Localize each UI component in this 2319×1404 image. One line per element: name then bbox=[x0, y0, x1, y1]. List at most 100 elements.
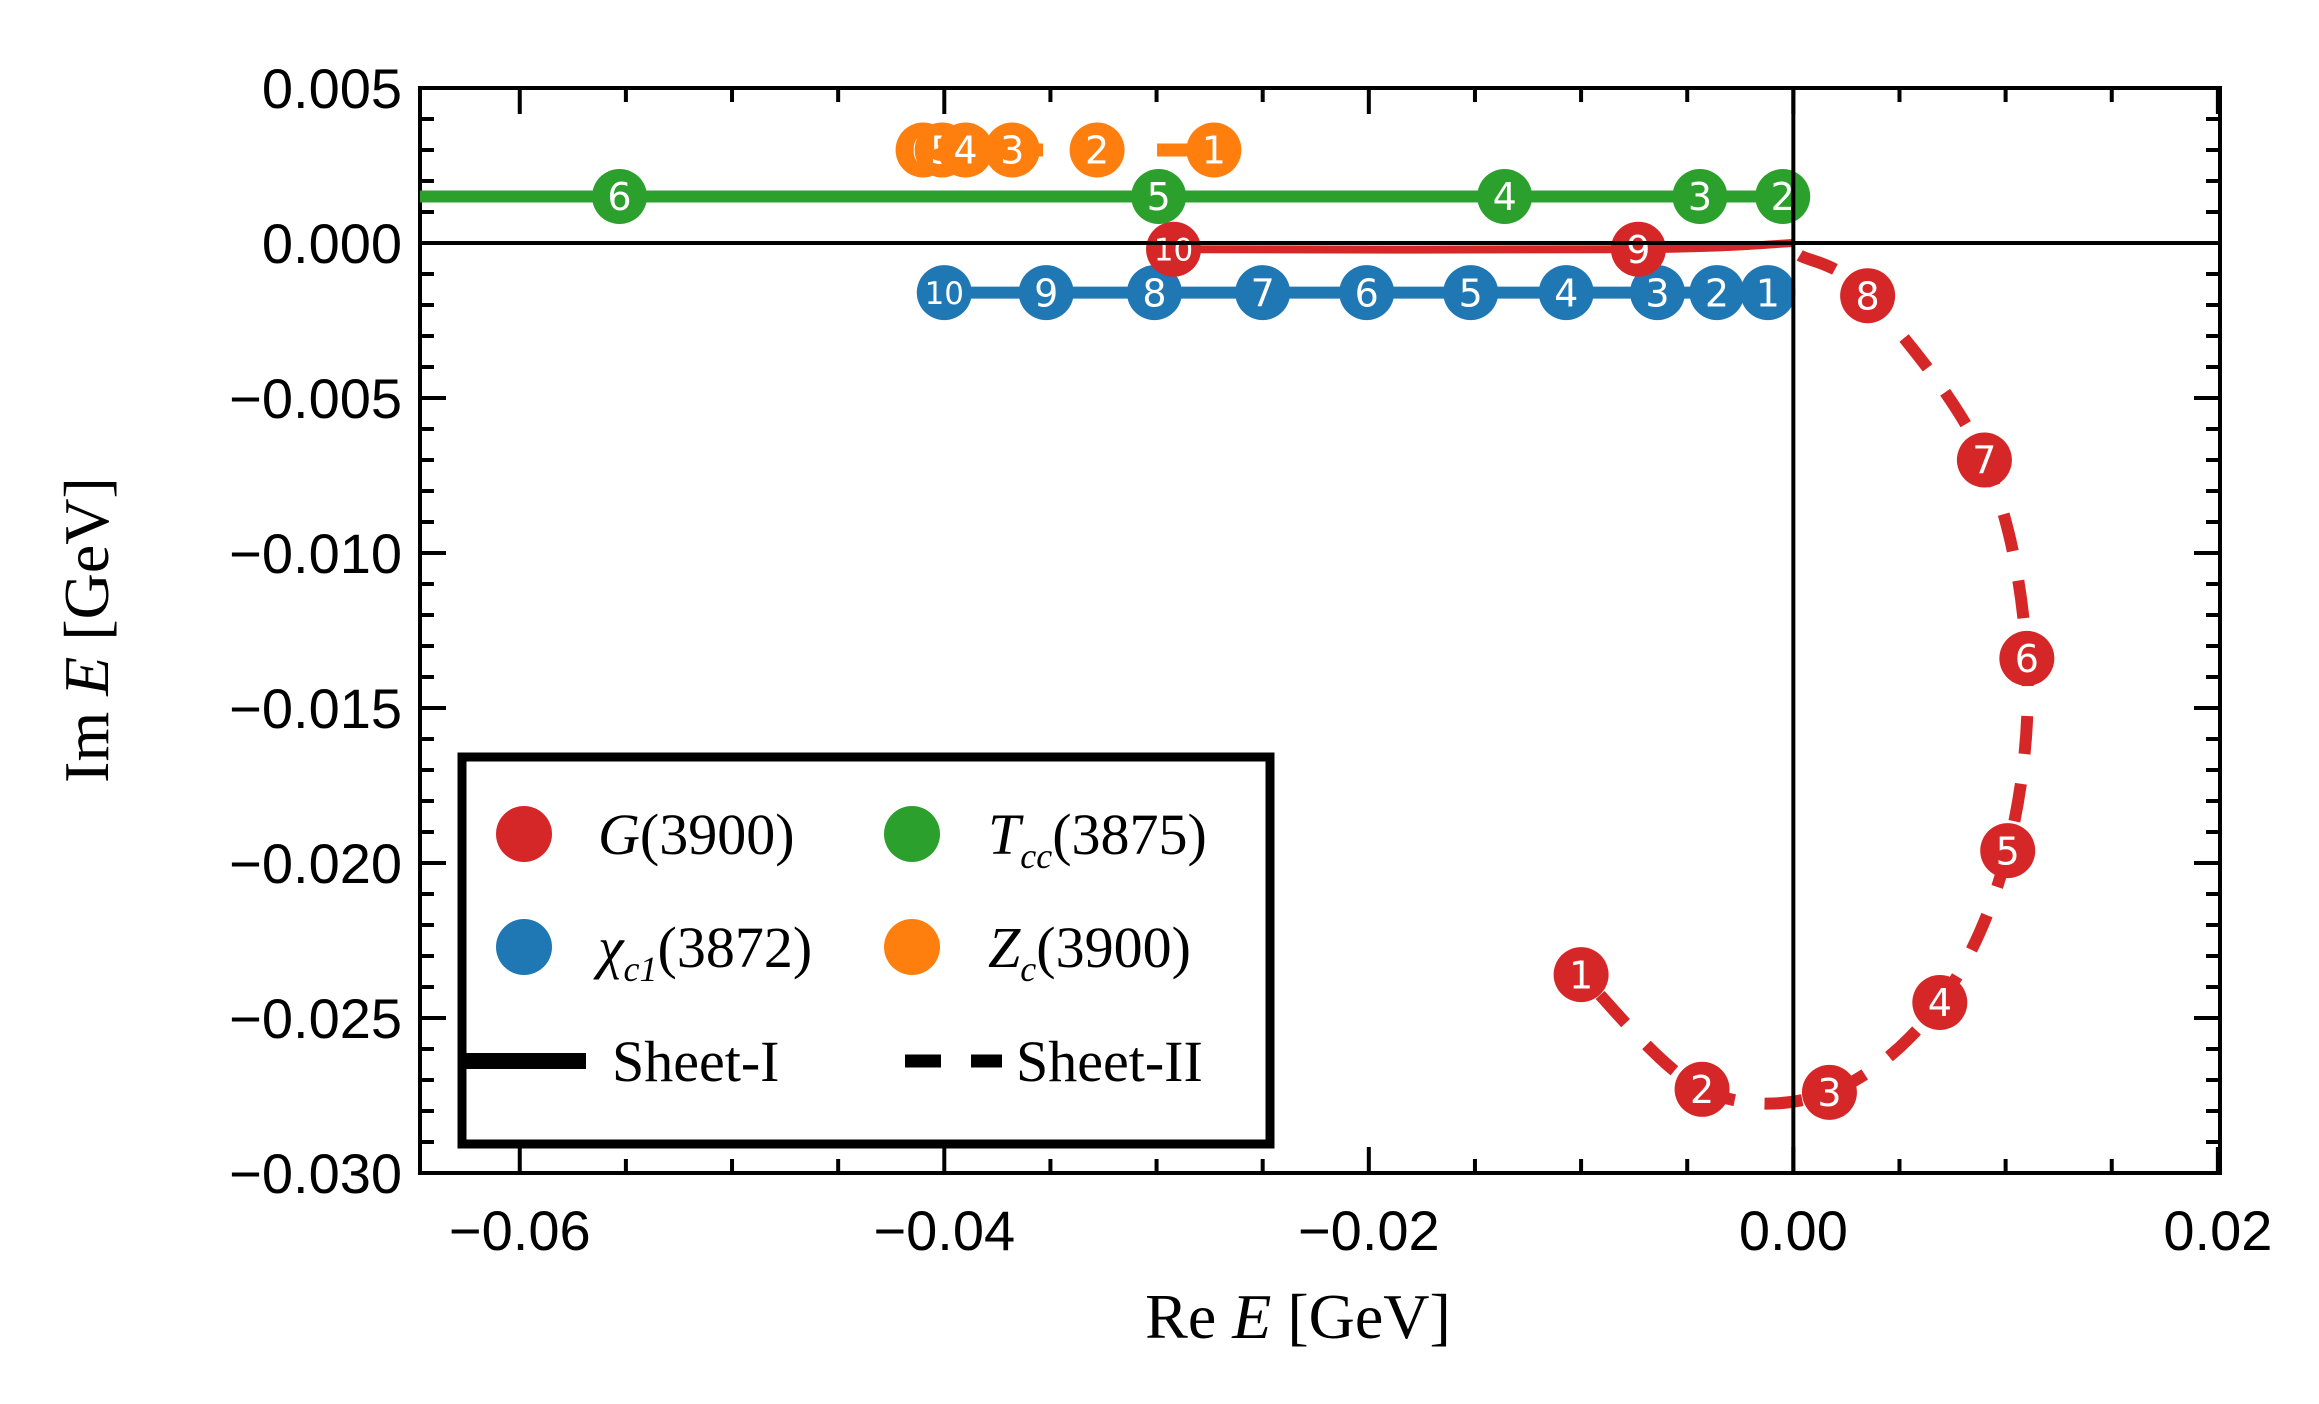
marker-number-g-3900-8: 8 bbox=[1856, 274, 1880, 318]
marker-number-g-3900-6: 6 bbox=[2015, 637, 2039, 681]
legend-box bbox=[457, 752, 1275, 1149]
legend-entry-chi-c1-3872: χc1(3872) bbox=[496, 915, 812, 989]
marker-t-cc-3875-5 bbox=[1131, 169, 1187, 224]
marker-number-z-c-3900-4: 4 bbox=[953, 129, 977, 173]
marker-number-g-3900-9: 9 bbox=[1626, 228, 1650, 272]
marker-number-g-3900-1: 1 bbox=[1569, 953, 1593, 997]
legend-label: Sheet-I bbox=[612, 1029, 780, 1094]
marker-number-t-cc-3875-4: 4 bbox=[1493, 175, 1517, 219]
marker-chi-c1-3872-7 bbox=[1235, 265, 1291, 321]
x-tick-label: −0.04 bbox=[873, 1199, 1015, 1262]
legend-entry-z-c-3900: Zc(3900) bbox=[884, 915, 1191, 989]
marker-g-3900-7 bbox=[1956, 432, 2012, 488]
legend-label: G(3900) bbox=[598, 802, 795, 867]
marker-chi-c1-3872-5 bbox=[1443, 265, 1499, 321]
legend-label: Zc(3900) bbox=[988, 915, 1191, 989]
y-tick-label: −0.010 bbox=[229, 522, 402, 585]
marker-number-chi-c1-3872-8: 8 bbox=[1142, 271, 1166, 315]
series-t-cc-3875: 6 5 4 3 2 bbox=[420, 169, 1811, 224]
marker-number-chi-c1-3872-3: 3 bbox=[1645, 271, 1669, 315]
marker-number-chi-c1-3872-6: 6 bbox=[1355, 271, 1379, 315]
marker-g-3900-6 bbox=[1999, 630, 2055, 686]
marker-chi-c1-3872-9 bbox=[1018, 265, 1074, 321]
y-tick-label: −0.030 bbox=[229, 1142, 402, 1205]
legend-entry-sheet-ii: Sheet-II bbox=[905, 1029, 1203, 1094]
marker-number-g-3900-5: 5 bbox=[1996, 829, 2020, 873]
x-tick-label: 0.02 bbox=[2163, 1199, 2272, 1262]
legend-label: Sheet-II bbox=[1016, 1029, 1203, 1094]
marker-chi-c1-3872-4 bbox=[1538, 265, 1594, 321]
y-axis-title: Im E [GeV] bbox=[51, 477, 122, 783]
marker-number-z-c-3900-3: 3 bbox=[1000, 129, 1024, 173]
legend-marker-circle bbox=[884, 806, 940, 862]
marker-number-g-3900-2: 2 bbox=[1690, 1068, 1714, 1112]
marker-number-t-cc-3875-5: 5 bbox=[1147, 175, 1171, 219]
marker-g-3900-9 bbox=[1610, 221, 1666, 277]
marker-number-chi-c1-3872-7: 7 bbox=[1251, 271, 1275, 315]
marker-chi-c1-3872-10 bbox=[916, 265, 972, 321]
marker-number-t-cc-3875-3: 3 bbox=[1688, 175, 1712, 219]
marker-number-chi-c1-3872-2: 2 bbox=[1705, 271, 1729, 315]
marker-number-g-3900-4: 4 bbox=[1928, 981, 1952, 1025]
legend-entry-t-cc-3875: Tcc(3875) bbox=[884, 802, 1207, 876]
y-tick-label: −0.020 bbox=[229, 832, 402, 895]
y-tick-label: 0.005 bbox=[262, 57, 402, 120]
marker-number-z-c-3900-1: 1 bbox=[1202, 129, 1226, 173]
legend-entry-g-3900: G(3900) bbox=[496, 802, 795, 867]
marker-t-cc-3875-4 bbox=[1477, 169, 1533, 224]
marker-chi-c1-3872-2 bbox=[1689, 265, 1745, 321]
marker-number-chi-c1-3872-1: 1 bbox=[1756, 271, 1780, 315]
y-tick-label: −0.015 bbox=[229, 677, 402, 740]
marker-chi-c1-3872-3 bbox=[1630, 265, 1685, 321]
marker-chi-c1-3872-6 bbox=[1339, 265, 1395, 321]
marker-g-3900-1 bbox=[1553, 947, 1609, 1003]
plot-frame bbox=[418, 86, 2222, 1175]
legend: G(3900) Tcc(3875) χc1(3872) Zc(3900) Sheet-I… bbox=[457, 752, 1275, 1149]
legend-marker-circle bbox=[496, 919, 552, 975]
marker-t-cc-3875-6 bbox=[592, 169, 648, 224]
marker-number-chi-c1-3872-4: 4 bbox=[1554, 271, 1578, 315]
marker-z-c-3900-3 bbox=[984, 122, 1040, 178]
series-chi-c1-3872: 10 9 8 7 6 5 4 3 2 1 bbox=[916, 265, 1796, 321]
x-tick-label: −0.06 bbox=[449, 1199, 591, 1262]
marker-z-c-3900-4 bbox=[938, 122, 994, 178]
x-axis-title: Re E [GeV] bbox=[1145, 1281, 1451, 1352]
x-tick-label: −0.02 bbox=[1298, 1199, 1440, 1262]
marker-number-z-c-3900-2: 2 bbox=[1085, 129, 1109, 173]
marker-g-3900-10 bbox=[1146, 221, 1202, 277]
legend-label: χc1(3872) bbox=[593, 915, 812, 989]
marker-g-3900-2 bbox=[1674, 1061, 1730, 1117]
zero-lines bbox=[420, 88, 2220, 1173]
x-tick-label: 0.00 bbox=[1739, 1199, 1848, 1262]
marker-g-3900-3 bbox=[1801, 1064, 1857, 1120]
marker-number-t-cc-3875-2: 2 bbox=[1771, 175, 1795, 219]
marker-z-c-3900-2 bbox=[1069, 122, 1125, 178]
marker-t-cc-3875-2 bbox=[1755, 169, 1811, 224]
marker-number-g-3900-3: 3 bbox=[1817, 1071, 1841, 1115]
legend-entry-sheet-i: Sheet-I bbox=[465, 1029, 780, 1094]
marker-g-3900-8 bbox=[1840, 268, 1896, 324]
series-line-g-3900-sheet-II bbox=[1576, 250, 2034, 1110]
marker-number-g-3900-10: 10 bbox=[1154, 232, 1193, 268]
marker-chi-c1-3872-8 bbox=[1126, 265, 1182, 321]
marker-chi-c1-3872-1 bbox=[1740, 265, 1796, 321]
y-tick-label: −0.025 bbox=[229, 987, 402, 1050]
y-tick-label: −0.005 bbox=[229, 367, 402, 430]
marker-g-3900-5 bbox=[1980, 823, 2036, 879]
marker-z-c-3900-1 bbox=[1186, 122, 1242, 178]
marker-number-chi-c1-3872-5: 5 bbox=[1459, 271, 1483, 315]
legend-marker-circle bbox=[496, 806, 552, 862]
marker-g-3900-4 bbox=[1912, 975, 1968, 1030]
series-line-g-3900-sheet-I bbox=[1173, 239, 1794, 254]
marker-number-t-cc-3875-6: 6 bbox=[607, 175, 631, 219]
marker-t-cc-3875-3 bbox=[1672, 169, 1728, 224]
legend-marker-circle bbox=[884, 919, 940, 975]
legend-label: Tcc(3875) bbox=[988, 802, 1207, 876]
marker-number-chi-c1-3872-9: 9 bbox=[1034, 271, 1058, 315]
marker-number-g-3900-7: 7 bbox=[1972, 439, 1996, 483]
marker-number-chi-c1-3872-10: 10 bbox=[925, 276, 964, 312]
